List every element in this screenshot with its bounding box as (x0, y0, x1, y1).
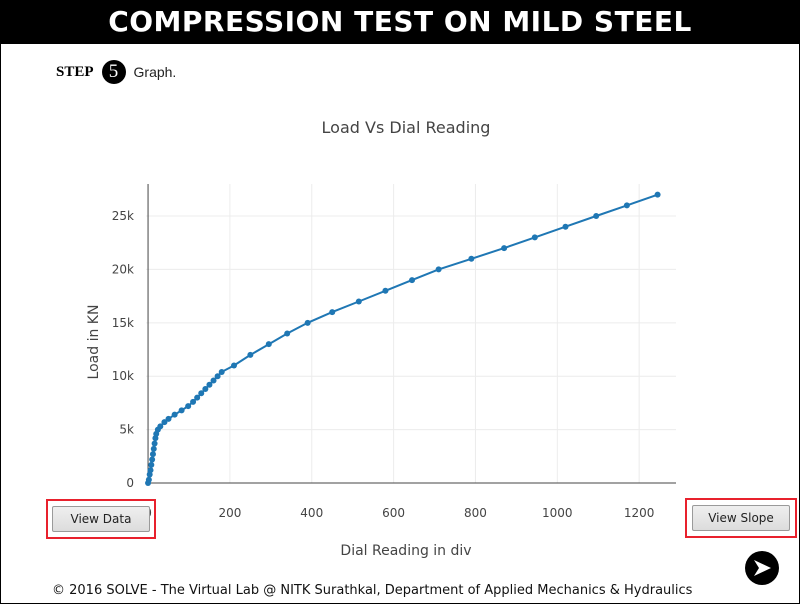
y-tick-label: 10k (112, 369, 134, 383)
data-point (382, 287, 389, 294)
data-point (409, 277, 416, 284)
data-point (157, 423, 164, 430)
view-data-button[interactable]: View Data (52, 506, 150, 532)
data-point (562, 223, 569, 230)
data-point (329, 309, 336, 316)
x-tick-label: 400 (300, 506, 323, 520)
data-point (148, 461, 155, 468)
data-point (623, 202, 630, 209)
data-point (194, 394, 201, 401)
view-data-highlight: View Data (46, 499, 156, 539)
data-point (531, 234, 538, 241)
y-tick-label: 20k (112, 262, 134, 276)
data-point (190, 398, 197, 405)
x-tick-label: 1200 (624, 506, 655, 520)
chart-plot (145, 191, 661, 486)
y-tick-label: 0 (126, 476, 134, 490)
next-arrow-icon (754, 560, 771, 576)
next-button[interactable] (745, 551, 779, 585)
data-point (218, 368, 225, 375)
data-point (654, 191, 661, 198)
chart-axes (146, 184, 676, 484)
y-tick-label: 5k (119, 423, 134, 437)
step-number-badge: 5 (101, 60, 126, 84)
data-point (214, 373, 221, 380)
data-point (206, 381, 213, 388)
x-tick-label: 600 (382, 506, 405, 520)
chart-grid (146, 184, 676, 483)
step-label: STEP (56, 63, 94, 80)
footer-copyright: © 2016 SOLVE - The Virtual Lab @ NITK Su… (52, 583, 693, 598)
data-point (165, 415, 172, 422)
x-tick-label: 800 (464, 506, 487, 520)
chart-ticks: 02004006008001000120005k10k15k20k25k (112, 209, 655, 520)
data-point (185, 403, 192, 410)
data-point (171, 411, 178, 418)
series-line (147, 193, 658, 484)
x-tick-label: 200 (218, 506, 241, 520)
data-point (150, 445, 157, 452)
x-axis-label: Dial Reading in div (340, 543, 471, 559)
step-indicator: STEP 5 Graph. (56, 58, 176, 86)
page-title: COMPRESSION TEST ON MILD STEEL (0, 0, 800, 44)
data-point (198, 390, 205, 397)
view-slope-highlight: View Slope (685, 498, 797, 538)
data-point (161, 419, 168, 426)
data-point (145, 476, 152, 483)
chart-title: Load Vs Dial Reading (322, 118, 491, 137)
data-point (147, 467, 154, 474)
data-point (304, 319, 311, 326)
y-tick-label: 25k (112, 209, 134, 223)
data-point (355, 298, 362, 305)
data-point (501, 245, 508, 252)
data-point (468, 255, 475, 262)
data-point (435, 266, 442, 273)
y-tick-label: 15k (112, 316, 134, 330)
view-slope-button[interactable]: View Slope (692, 505, 790, 531)
data-point (210, 377, 217, 384)
data-point (202, 386, 209, 393)
data-point (151, 440, 158, 447)
data-point (149, 451, 156, 458)
data-point (230, 362, 237, 369)
data-point (593, 213, 600, 220)
y-axis-label: Load in KN (86, 305, 102, 380)
x-tick-label: 1000 (542, 506, 573, 520)
data-point (247, 351, 254, 358)
data-point (149, 456, 156, 463)
data-point (284, 330, 291, 337)
data-point (178, 407, 185, 414)
step-text: Graph. (133, 64, 177, 80)
data-point (265, 341, 272, 348)
